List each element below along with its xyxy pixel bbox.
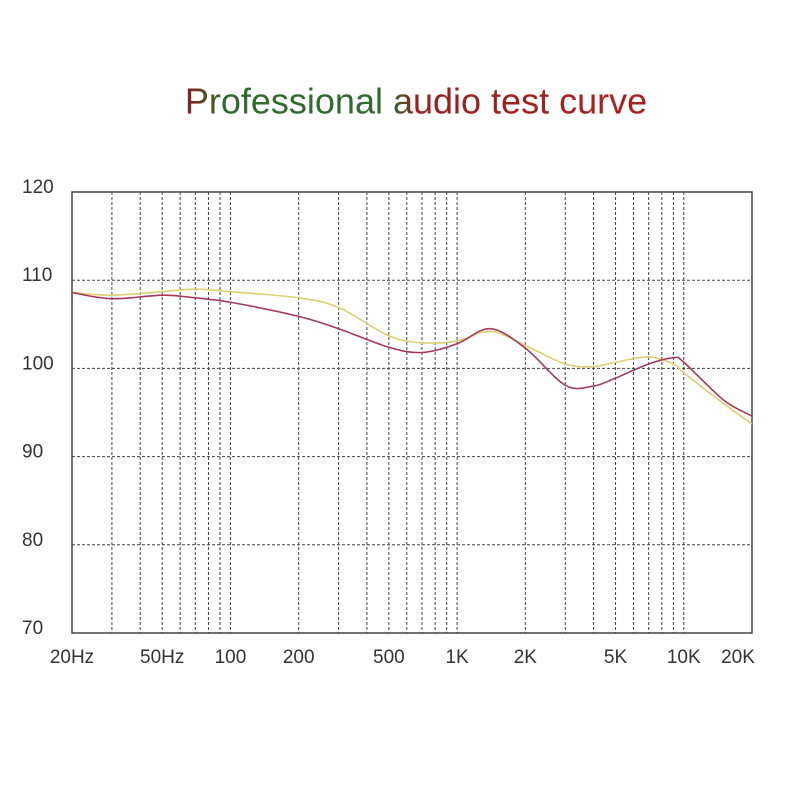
plot-frame <box>71 191 753 634</box>
x-tick-label: 20K <box>721 647 755 668</box>
response-curve <box>71 291 753 417</box>
x-tick-label: 10K <box>667 647 701 668</box>
response-curve <box>71 288 753 425</box>
y-tick-label: 120 <box>22 177 54 198</box>
y-tick-label: 110 <box>22 265 52 286</box>
x-tick-label: 200 <box>283 647 315 668</box>
y-tick-label: 100 <box>22 353 54 374</box>
x-tick-label: 20Hz <box>50 647 94 668</box>
x-tick-label: 5K <box>604 647 628 668</box>
y-tick-label: 80 <box>22 530 43 551</box>
y-tick-label: 70 <box>22 618 43 639</box>
chart-title: Professional audio test curve <box>185 81 647 122</box>
x-tick-label: 50Hz <box>140 647 184 668</box>
x-tick-label: 100 <box>215 647 247 668</box>
x-tick-label: 2K <box>514 647 538 668</box>
x-tick-label: 500 <box>373 647 405 668</box>
y-tick-label: 90 <box>22 442 43 463</box>
x-tick-label: 1K <box>445 647 469 668</box>
